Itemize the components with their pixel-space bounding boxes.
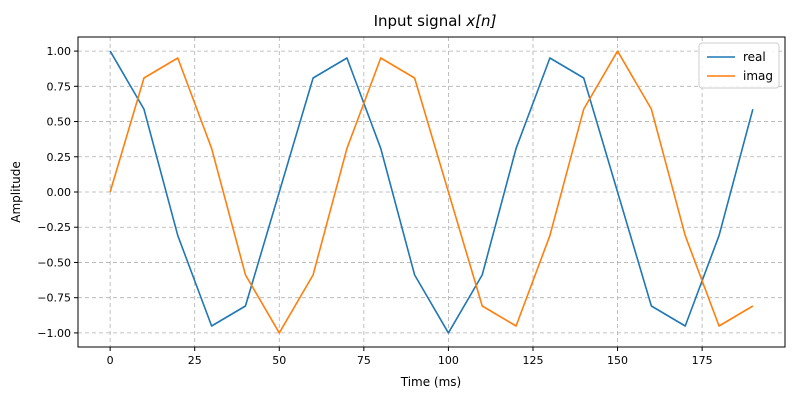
- x-tick-label: 175: [692, 354, 713, 367]
- y-tick-label: −0.50: [37, 256, 71, 269]
- grid-lines: [78, 37, 785, 347]
- y-axis-label: Amplitude: [9, 161, 23, 223]
- x-tick-label: 0: [107, 354, 114, 367]
- legend: real imag: [698, 42, 780, 89]
- x-tick-label: 25: [188, 354, 202, 367]
- y-tick-label: −0.25: [37, 221, 71, 234]
- y-tick-label: −0.75: [37, 292, 71, 305]
- legend-label-imag: imag: [743, 69, 773, 83]
- series-line-real: [109, 50, 754, 334]
- y-tick-label: 0.75: [47, 80, 72, 93]
- y-tick-label: 1.00: [47, 45, 72, 58]
- x-tick-label: 125: [522, 354, 543, 367]
- chart-title: Input signal x[n]: [374, 12, 497, 30]
- x-tick-label: 50: [272, 354, 286, 367]
- x-tick-label: 150: [607, 354, 628, 367]
- y-tick-label: 0.00: [47, 186, 72, 199]
- chart-title-math: x[n]: [465, 12, 496, 30]
- x-tick-label: 100: [438, 354, 459, 367]
- series-lines: [109, 50, 754, 334]
- x-tick-label: 75: [357, 354, 371, 367]
- y-tick-label: −1.00: [37, 327, 71, 340]
- chart-title-text: Input signal: [374, 12, 467, 30]
- series-line-imag: [109, 50, 754, 334]
- y-tick-label: 0.50: [47, 116, 72, 129]
- y-tick-label: 0.25: [47, 151, 72, 164]
- legend-label-real: real: [743, 50, 766, 64]
- axis-ticks: 0 25 50 75 100 125 150 175 1.00 0.75 0.50 0.25 0.00 −…: [37, 45, 712, 367]
- x-axis-label: Time (ms): [400, 375, 462, 389]
